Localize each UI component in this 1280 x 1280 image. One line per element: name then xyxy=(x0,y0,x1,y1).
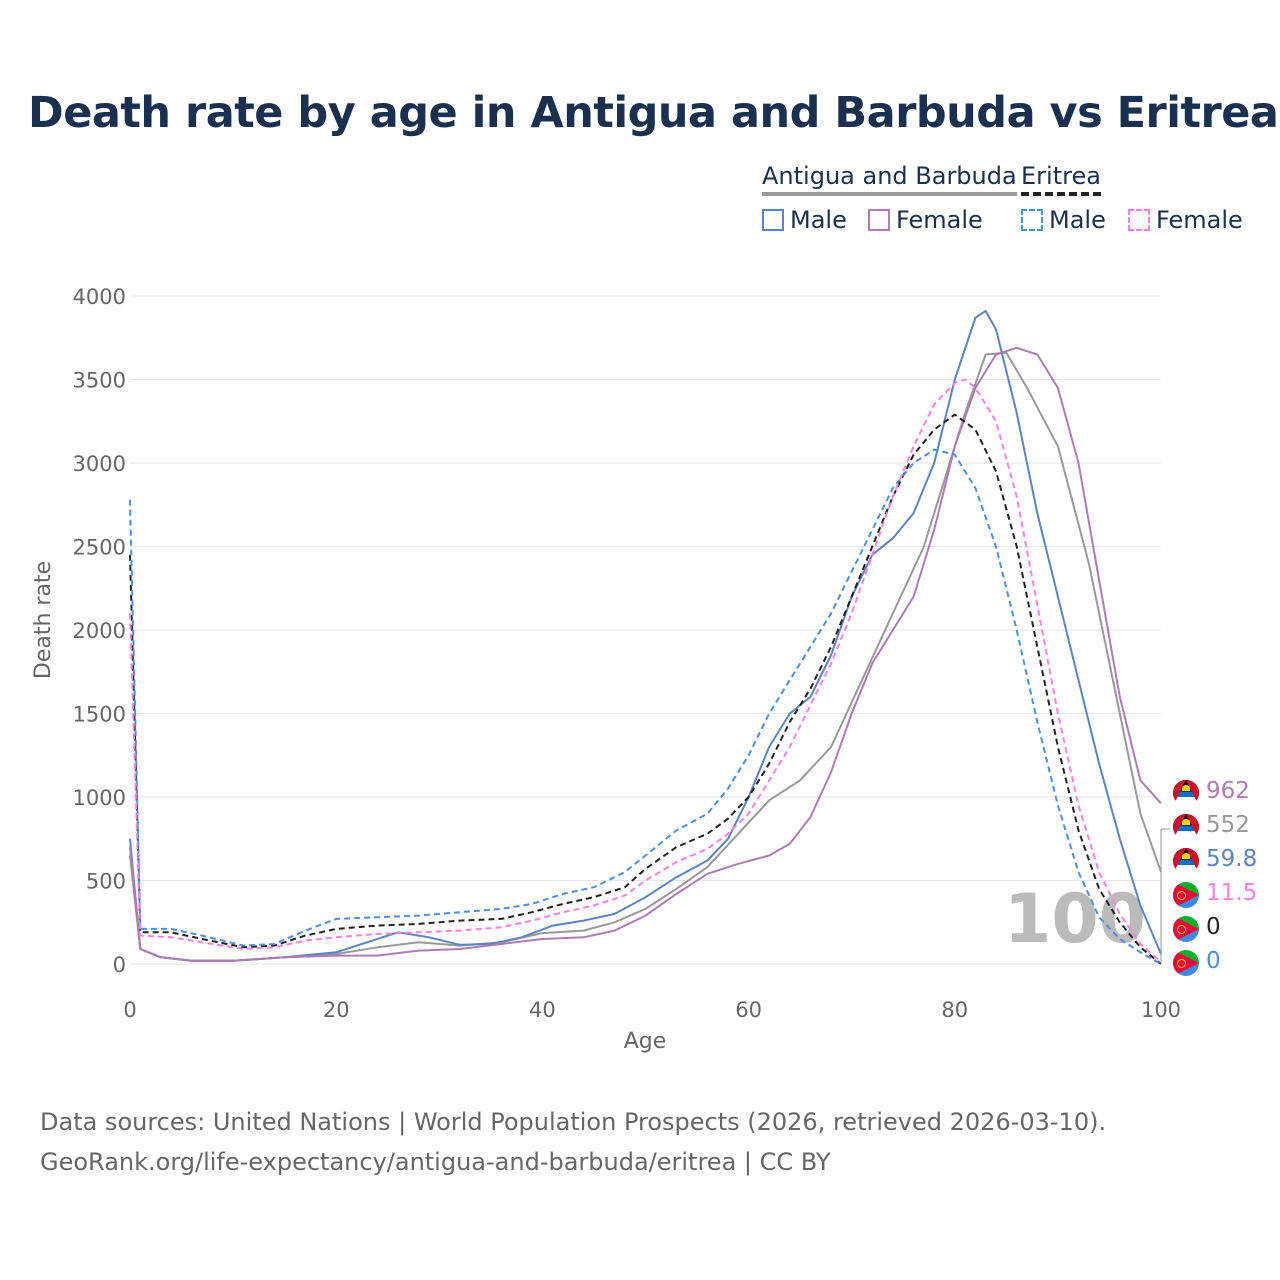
x-tick-label: 0 xyxy=(123,998,136,1022)
end-label-antigua-female: 962 xyxy=(1206,778,1250,804)
footer-url: GeoRank.org/life-expectancy/antigua-and-… xyxy=(40,1148,831,1176)
legend-item-antigua-female[interactable]: Female xyxy=(868,206,983,234)
legend-label-eritrea-male: Male xyxy=(1049,206,1106,234)
end-label-eritrea-total: 0 xyxy=(1206,914,1221,940)
series-line-er-male xyxy=(129,448,1162,965)
antigua-flag-icon xyxy=(1173,814,1199,840)
eritrea-flag-icon xyxy=(1173,916,1199,942)
end-label-antigua-total: 552 xyxy=(1206,812,1250,838)
y-tick-label: 500 xyxy=(86,870,126,894)
y-tick-label: 4000 xyxy=(73,285,126,309)
y-tick-label: 2000 xyxy=(73,619,126,643)
legend-group-antigua-label: Antigua and Barbuda xyxy=(762,162,1017,190)
series-line-er-female xyxy=(129,378,1162,963)
year-watermark: 100 xyxy=(1004,880,1146,959)
x-tick-label: 20 xyxy=(323,998,350,1022)
x-tick-label: 100 xyxy=(1141,998,1181,1022)
legend-group-eritrea: Eritrea xyxy=(1021,162,1101,196)
x-axis-label: Age xyxy=(624,1029,667,1054)
x-tick-label: 80 xyxy=(941,998,968,1022)
series-line-ab-male xyxy=(129,310,1162,962)
chart-title: Death rate by age in Antigua and Barbuda… xyxy=(28,88,1279,138)
x-tick-label: 40 xyxy=(529,998,556,1022)
y-tick-label: 1000 xyxy=(73,786,126,810)
legend-item-eritrea-male[interactable]: Male xyxy=(1021,206,1106,234)
y-tick-label: 1500 xyxy=(73,703,126,727)
legend-label-antigua-female: Female xyxy=(896,206,983,234)
legend-group-antigua-line xyxy=(762,192,1017,196)
eritrea-flag-icon xyxy=(1173,882,1199,908)
antigua-flag-icon xyxy=(1173,780,1199,806)
series-line-er-total xyxy=(129,413,1162,965)
series-layer xyxy=(129,310,1162,965)
antigua-flag-icon xyxy=(1173,848,1199,874)
legend-label-antigua-male: Male xyxy=(790,206,847,234)
end-label-antigua-male: 59.8 xyxy=(1206,846,1258,872)
series-line-ab-female xyxy=(129,346,1162,962)
y-tick-label: 2500 xyxy=(73,536,126,560)
y-tick-label: 0 xyxy=(113,953,126,977)
legend-group-eritrea-label: Eritrea xyxy=(1021,162,1101,190)
end-markers xyxy=(1160,828,1170,964)
footer-sources: Data sources: United Nations | World Pop… xyxy=(40,1108,1107,1136)
end-label-eritrea-male: 0 xyxy=(1206,948,1221,974)
legend-label-eritrea-female: Female xyxy=(1156,206,1243,234)
legend-swatch-eritrea-female xyxy=(1128,209,1150,231)
eritrea-flag-icon xyxy=(1173,950,1199,976)
y-tick-label: 3000 xyxy=(73,452,126,476)
legend-swatch-antigua-male xyxy=(762,209,784,231)
chart-grid xyxy=(130,295,1161,965)
legend-item-antigua-male[interactable]: Male xyxy=(762,206,847,234)
series-line-ab-total xyxy=(129,351,1162,962)
y-axis-label: Death rate xyxy=(31,561,56,679)
chart-axes: 0 500 1000 1500 2000 2500 3000 3500 4000 0 20 40 60 8… xyxy=(73,285,1182,1022)
legend-group-eritrea-line xyxy=(1021,192,1101,196)
legend-item-eritrea-female[interactable]: Female xyxy=(1128,206,1243,234)
end-connector xyxy=(1160,828,1170,964)
x-tick-label: 60 xyxy=(735,998,762,1022)
legend-swatch-antigua-female xyxy=(868,209,890,231)
legend-swatch-eritrea-male xyxy=(1021,209,1043,231)
y-tick-label: 3500 xyxy=(73,369,126,393)
legend-group-antigua: Antigua and Barbuda xyxy=(762,162,1017,196)
end-label-eritrea-female: 11.5 xyxy=(1206,880,1258,906)
